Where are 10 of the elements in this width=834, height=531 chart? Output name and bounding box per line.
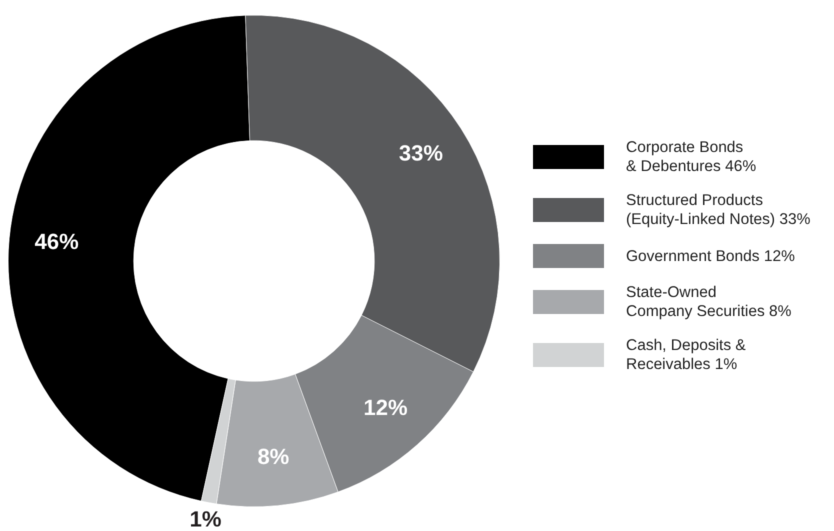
legend-label: Government Bonds 12%: [626, 246, 795, 266]
data-label: 1%: [190, 506, 222, 531]
data-label: 12%: [364, 395, 408, 420]
data-label: 33%: [398, 140, 443, 166]
data-label: 8%: [257, 444, 290, 470]
legend-label: Corporate Bonds & Debentures 46%: [626, 138, 756, 176]
data-label: 46%: [34, 229, 79, 254]
legend-label: Structured Products (Equity-Linked Notes) 33%: [626, 191, 810, 229]
legend-label: State-Owned Company Securities 8%: [626, 283, 792, 321]
legend-label: Cash, Deposits & Receivables 1%: [626, 336, 746, 374]
